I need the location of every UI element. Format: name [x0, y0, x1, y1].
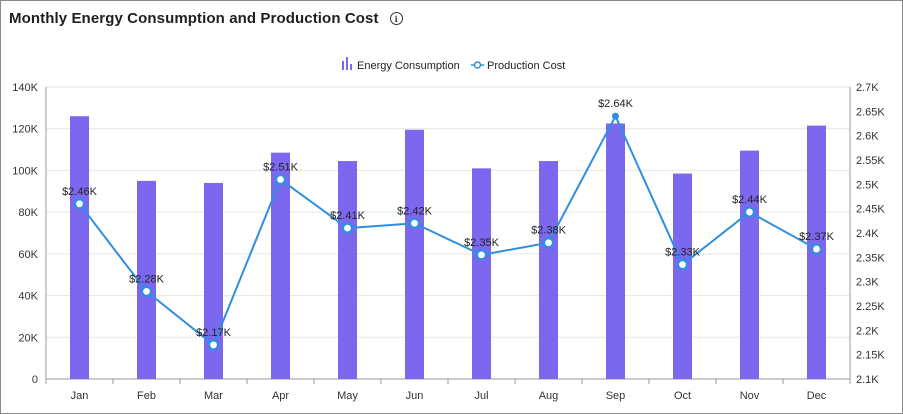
- y-right-tick-label: 2.6K: [856, 131, 879, 143]
- y-right-tick-label: 2.3K: [856, 277, 879, 289]
- line-point: [274, 173, 287, 186]
- x-tick-label: Nov: [740, 390, 760, 402]
- legend-label-production-cost: Production Cost: [487, 60, 565, 72]
- bar: [405, 129, 424, 379]
- bar: [70, 116, 89, 379]
- line-point: [612, 112, 619, 120]
- x-tick-label: Aug: [539, 390, 559, 402]
- y-right-tick-label: 2.5K: [856, 179, 879, 191]
- x-tick-label: Oct: [674, 390, 691, 402]
- data-label: $2.46K: [62, 186, 98, 198]
- data-label: $2.42K: [397, 205, 433, 217]
- y-right-tick-label: 2.55K: [856, 155, 885, 167]
- line-point: [207, 339, 220, 351]
- x-tick-label: Jan: [71, 390, 89, 402]
- line-point: [140, 285, 153, 297]
- y-right-tick-label: 2.45K: [856, 204, 885, 216]
- y-left-tick-label: 40K: [18, 291, 38, 303]
- line-point: [676, 259, 689, 271]
- data-label: $2.33K: [665, 247, 701, 259]
- left-y-axis: 0 20K 40K 60K 80K 100K 120K 140K: [12, 82, 47, 386]
- data-label: $2.41K: [330, 210, 366, 222]
- y-right-tick-label: 2.2K: [856, 325, 879, 337]
- legend-bar-swatch: [346, 57, 348, 70]
- x-tick-label: Dec: [807, 390, 827, 402]
- x-tick-label: Feb: [137, 390, 156, 402]
- data-label: $2.17K: [196, 327, 232, 339]
- data-label: $2.64K: [598, 98, 634, 110]
- line-point: [408, 217, 421, 229]
- production-cost-line: [78, 115, 817, 346]
- bar-series: [70, 116, 826, 379]
- legend: Energy Consumption Production Cost: [342, 57, 565, 72]
- legend-label-energy-consumption: Energy Consumption: [357, 60, 460, 72]
- y-right-tick-label: 2.15K: [856, 350, 885, 362]
- legend-bar-swatch: [350, 64, 352, 70]
- data-label: $2.44K: [732, 194, 768, 206]
- y-right-tick-label: 2.35K: [856, 252, 885, 264]
- y-left-tick-label: 100K: [12, 165, 38, 177]
- y-right-tick-label: 2.25K: [856, 301, 885, 313]
- y-right-tick-label: 2.4K: [856, 228, 879, 240]
- y-right-tick-label: 2.1K: [856, 374, 879, 386]
- y-left-tick-label: 0: [32, 374, 38, 386]
- bar: [472, 168, 491, 379]
- line-point: [542, 237, 555, 249]
- bar: [204, 182, 223, 379]
- x-tick-label: Jun: [406, 390, 424, 402]
- x-tick-label: Mar: [204, 390, 223, 402]
- data-labels: $2.46K $2.28K $2.17K $2.51K $2.41K $2.42K $2.3…: [62, 98, 835, 339]
- bar: [606, 123, 625, 379]
- data-label: $2.38K: [531, 225, 567, 237]
- y-right-tick-label: 2.65K: [856, 106, 885, 118]
- bar: [137, 180, 156, 379]
- legend-item-production-cost[interactable]: Production Cost: [471, 60, 565, 72]
- line-point: [341, 222, 354, 234]
- x-tick-label: Sep: [606, 390, 626, 402]
- data-label: $2.51K: [263, 161, 299, 173]
- data-label: $2.28K: [129, 273, 165, 285]
- bar: [271, 152, 290, 379]
- data-label: $2.37K: [799, 231, 835, 243]
- y-right-tick-label: 2.7K: [856, 82, 879, 94]
- legend-marker-swatch: [473, 61, 482, 69]
- x-tick-label: Jul: [474, 390, 488, 402]
- x-tick-label: Apr: [272, 390, 289, 402]
- bar: [539, 161, 558, 379]
- x-axis: Jan Feb Mar Apr May Jun Jul Aug Sep Oct Nov Dec: [45, 378, 851, 402]
- y-left-tick-label: 20K: [18, 332, 38, 344]
- legend-bar-swatch: [342, 61, 344, 70]
- y-left-tick-label: 80K: [18, 207, 38, 219]
- x-tick-label: May: [337, 390, 358, 402]
- chart-title: Monthly Energy Consumption and Productio…: [9, 10, 379, 27]
- line-series: [73, 112, 823, 351]
- y-left-tick-label: 60K: [18, 249, 38, 261]
- y-left-tick-label: 140K: [12, 82, 38, 94]
- bar: [740, 150, 759, 379]
- data-label: $2.35K: [464, 237, 500, 249]
- chart-header: Monthly Energy Consumption and Productio…: [9, 10, 403, 27]
- line-point: [73, 198, 86, 210]
- line-point: [810, 243, 823, 255]
- legend-item-energy-consumption[interactable]: Energy Consumption: [342, 57, 460, 72]
- bar: [338, 161, 357, 379]
- right-y-axis: 2.1K 2.15K 2.2K 2.25K 2.3K 2.35K 2.4K 2.45K 2.5K…: [849, 82, 885, 386]
- line-point: [475, 249, 488, 261]
- line-marker-icon: [471, 61, 484, 69]
- info-icon[interactable]: i: [389, 12, 403, 25]
- grid-lines: [46, 86, 850, 380]
- bar: [673, 173, 692, 379]
- line-point: [743, 206, 756, 218]
- y-left-tick-label: 120K: [12, 124, 38, 136]
- bar-chart-icon: [342, 57, 352, 70]
